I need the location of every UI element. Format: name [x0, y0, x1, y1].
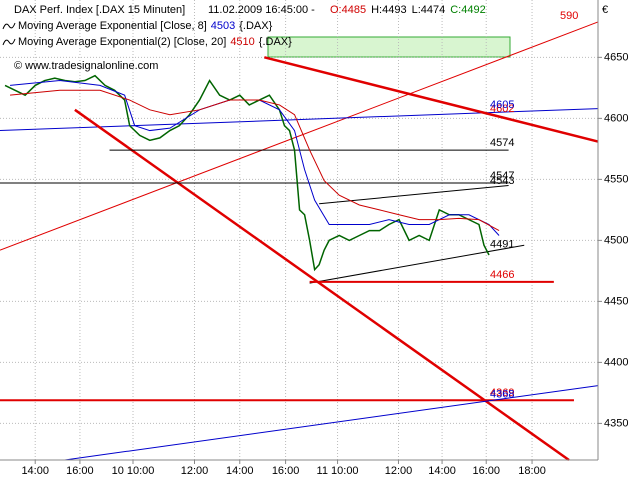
price-label: 4466: [490, 269, 514, 281]
ohlc-value: O:4485: [330, 4, 366, 16]
series-line: [4, 74, 490, 272]
y-tick-label: 4550: [604, 173, 628, 185]
series-line: [10, 89, 500, 232]
timestamp: 11.02.2009 16:45:00 -: [208, 4, 315, 16]
x-tick-label: 16:00: [472, 465, 500, 477]
x-tick-label: 14:00: [428, 465, 456, 477]
x-tick-label: 14:00: [226, 465, 254, 477]
price-label: 4574: [490, 137, 514, 149]
x-tick-label: 11 10:00: [317, 465, 359, 477]
x-tick-label: 12:00: [385, 465, 413, 477]
ohlc-value: H:4493: [371, 4, 406, 16]
x-tick-label: 18:00: [518, 465, 546, 477]
title: DAX Perf. Index [.DAX 15 Minuten]: [14, 4, 185, 16]
legend-symbol: {.DAX}: [239, 20, 272, 32]
y-tick-label: 4600: [604, 112, 628, 124]
ohlc-value: L:4474: [412, 4, 446, 16]
legend-value: 4503: [211, 20, 235, 32]
y-tick-label: 4650: [604, 51, 628, 63]
y-tick-label: 4500: [604, 234, 628, 246]
legend-icon: [2, 38, 16, 46]
trend-line: [309, 244, 525, 284]
highlight-box: [267, 36, 511, 58]
x-tick-label: 16:00: [272, 465, 300, 477]
price-label: 4369: [490, 387, 514, 399]
legend-name: Moving Average Exponential [Close, 8]: [18, 20, 207, 32]
price-label: 4368: [490, 388, 514, 400]
x-tick-label: 16:00: [66, 465, 94, 477]
legend-icon: [2, 22, 16, 30]
trend-line: [74, 108, 570, 462]
plot-area: [0, 0, 599, 462]
trend-line: [0, 21, 599, 251]
currency: €: [602, 4, 608, 16]
price-label: 4602: [490, 103, 514, 115]
series-line: [10, 80, 500, 236]
x-tick-label: 14:00: [21, 465, 49, 477]
x-tick-label: 12:00: [181, 465, 209, 477]
y-tick-label: 4450: [604, 295, 628, 307]
price-label: 4605: [490, 99, 514, 111]
x-tick-label: 10 10:00: [112, 465, 155, 477]
price-label: 4491: [490, 238, 514, 250]
legend-name: Moving Average Exponential(2) [Close, 20…: [18, 36, 226, 48]
y-tick-label: 4400: [604, 356, 628, 368]
clipped-label: 590: [560, 10, 578, 22]
price-label: 4543: [490, 175, 514, 187]
trend-line: [64, 385, 599, 461]
y-tick-label: 4350: [604, 417, 628, 429]
trend-line: [264, 56, 599, 143]
price-label: 4547: [490, 170, 514, 182]
legend-value: 4510: [230, 36, 254, 48]
ohlc-value: C:4492: [450, 4, 485, 16]
legend-symbol: {.DAX}: [259, 36, 292, 48]
watermark: © www.tradesignalonline.com: [14, 60, 158, 72]
